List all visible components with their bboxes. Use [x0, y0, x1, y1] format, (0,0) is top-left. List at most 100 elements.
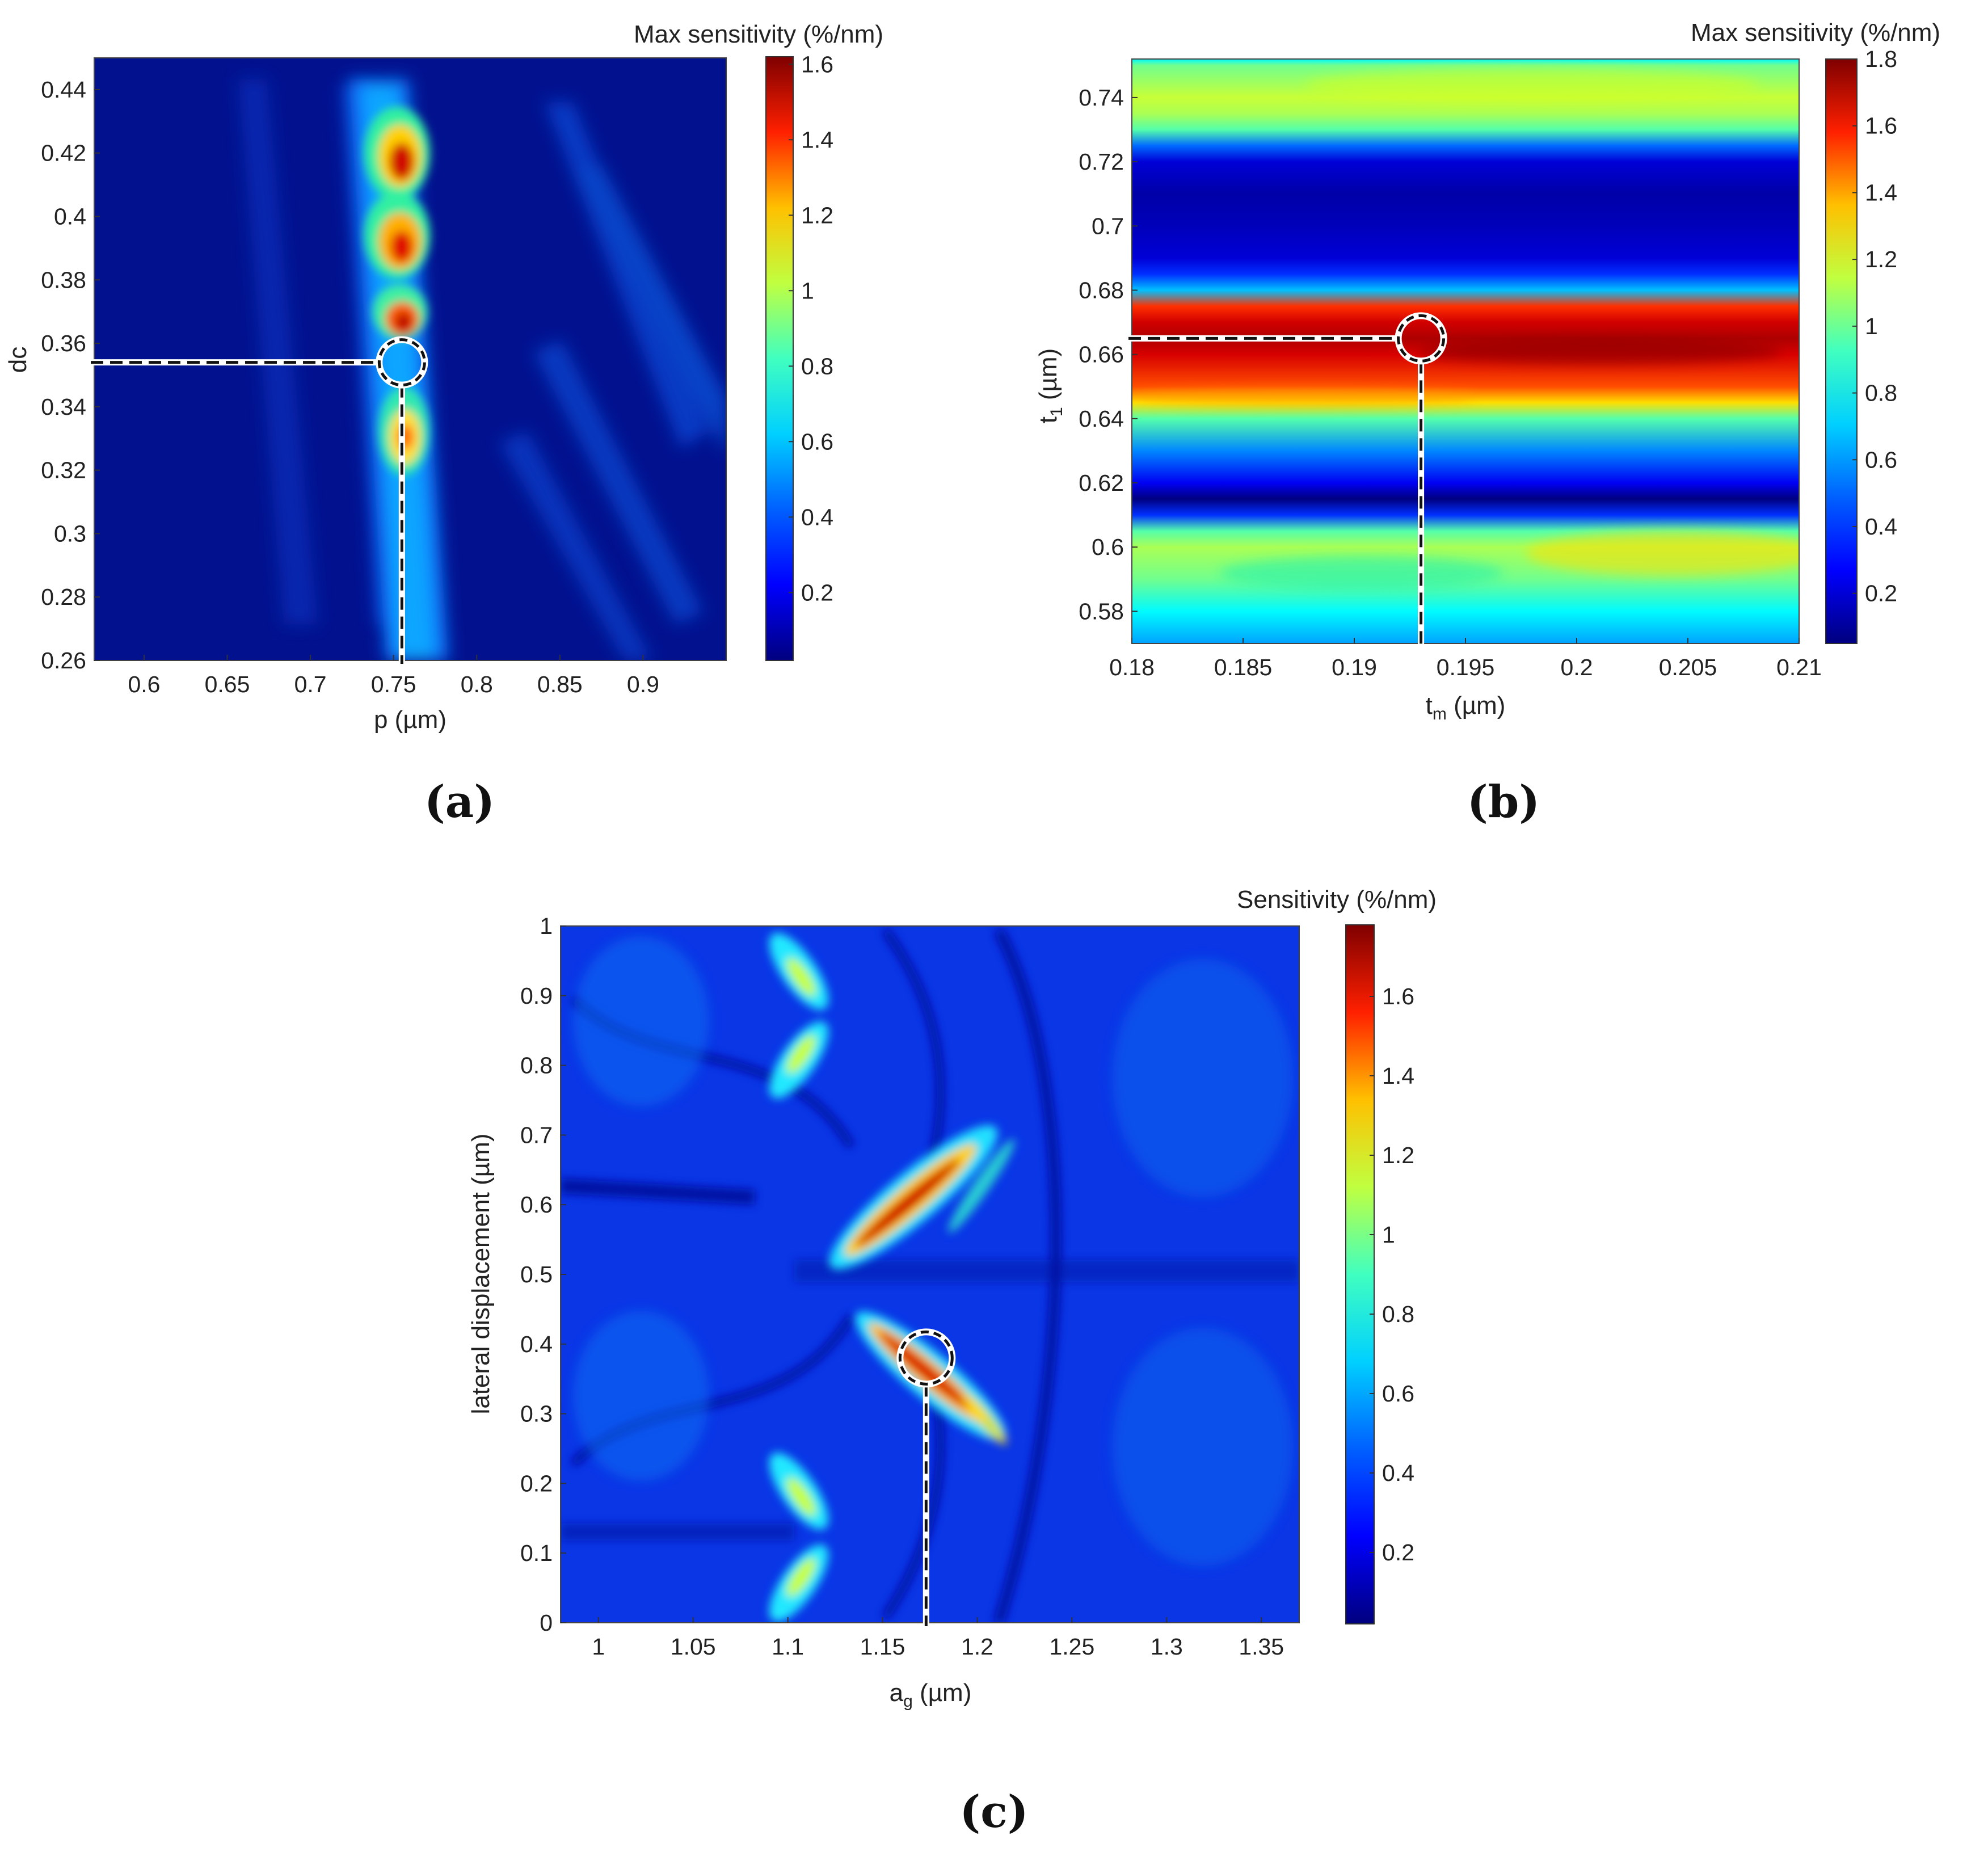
- panel-a: 0.6 0.65 0.7 0.75 0.8 0.85 0.9 0.26 0.28 0.3 0.32…: [4, 20, 883, 734]
- y-axis-label-b: t1 (µm): [1034, 348, 1066, 423]
- x-tick-label: 0.7: [294, 671, 327, 697]
- y-tick-label: 0: [540, 1610, 553, 1636]
- colorbar-tick-label: 0.8: [1865, 380, 1897, 406]
- x-axis-label-b: tm (µm): [1426, 692, 1506, 723]
- y-tick-label: 0.34: [41, 394, 86, 420]
- y-tick-label: 0.36: [41, 330, 86, 356]
- optimum-circle: [898, 1330, 954, 1386]
- x-tick-label: 1.15: [860, 1634, 905, 1660]
- colorbar-tick-label: 0.2: [801, 579, 833, 605]
- colorbar-label-a: Max sensitivity (%/nm): [634, 20, 883, 48]
- y-ticks-a: 0.26 0.28 0.3 0.32 0.34 0.36 0.38 0.4 0.42 0.44: [41, 77, 100, 674]
- x-tick-label: 1.05: [671, 1634, 716, 1660]
- y-tick-label: 0.4: [54, 203, 86, 229]
- x-tick-label: 0.8: [461, 671, 493, 697]
- heatmap-b-variation: [1135, 68, 1799, 590]
- y-tick-label: 0.4: [520, 1331, 553, 1357]
- x-tick-label: 0.85: [537, 671, 583, 697]
- y-tick-label: 0.1: [520, 1540, 553, 1566]
- colorbar-label-b: Max sensitivity (%/nm): [1691, 19, 1940, 47]
- heatmap-a: [94, 58, 726, 660]
- colorbar-tick-label: 0.4: [1865, 513, 1897, 540]
- colorbar-c: [1345, 924, 1375, 1624]
- colorbar-tick-label: 1.2: [1865, 246, 1897, 272]
- x-ticks-b: 0.18 0.185 0.19 0.195 0.2 0.205 0.21: [1109, 638, 1822, 680]
- y-tick-label: 0.9: [520, 983, 553, 1009]
- colorbar-tick-label: 1.4: [1865, 179, 1897, 205]
- y-tick-label: 0.44: [41, 77, 86, 103]
- colorbar-b: [1825, 58, 1858, 644]
- y-tick-label: 0.32: [41, 457, 86, 483]
- colorbar-tick-label: 0.6: [1865, 447, 1897, 473]
- colorbar-tick-label: 0.6: [801, 428, 833, 454]
- y-tick-label: 0.26: [41, 647, 86, 674]
- x-tick-label: 0.19: [1332, 654, 1377, 680]
- colorbar-tick-label: 1.8: [1865, 46, 1897, 72]
- y-tick-label: 0.7: [520, 1122, 553, 1148]
- x-ticks-c: 1 1.05 1.1 1.15 1.2 1.25 1.3 1.35: [592, 1617, 1284, 1660]
- colorbar-tick-label: 0.6: [1382, 1380, 1414, 1407]
- y-tick-label: 0.2: [520, 1470, 553, 1496]
- colorbar-a: [765, 56, 794, 661]
- x-tick-label: 0.185: [1214, 654, 1273, 680]
- heatmap-c-right-region: [573, 936, 1294, 1566]
- heatmap-c-side-lobes: [769, 933, 829, 1622]
- colorbar-tick-label: 0.4: [1382, 1460, 1414, 1486]
- panel-b: 0.18 0.185 0.19 0.195 0.2 0.205 0.21 0.580.60.…: [1034, 19, 1940, 723]
- x-axis-label-a: p (µm): [374, 706, 447, 734]
- y-axis-label-c: lateral displacement (µm): [467, 1134, 495, 1415]
- colorbar-tick-label: 1.4: [801, 127, 833, 153]
- y-tick-label: 0.5: [520, 1261, 553, 1287]
- colorbar-tick-label: 1.2: [1382, 1142, 1414, 1168]
- x-ticks-a: 0.6 0.65 0.7 0.75 0.8 0.85 0.9: [128, 655, 659, 697]
- x-tick-label: 1: [592, 1634, 605, 1660]
- y-tick-label: 1: [540, 913, 553, 939]
- optimum-circle: [1397, 314, 1446, 363]
- y-tick-label: 0.62: [1079, 470, 1124, 496]
- colorbar-ticks-a: 0.2 0.4 0.6 0.8 1 1.2 1.4 1.6: [789, 51, 833, 605]
- y-tick-label: 0.74: [1079, 85, 1124, 111]
- x-tick-label: 1.1: [772, 1634, 804, 1660]
- optimum-marker-b: [1128, 312, 1447, 647]
- colorbar-tick-label: 1: [1382, 1222, 1395, 1248]
- colorbar-tick-label: 1.6: [1865, 113, 1897, 139]
- optimum-marker-a: [91, 336, 428, 664]
- optimum-marker-c: [896, 1328, 956, 1626]
- colorbar-ticks-b: 0.2 0.4 0.6 0.8 1 1.2 1.4 1.6 1.8: [1852, 46, 1897, 607]
- y-tick-label: 0.58: [1079, 598, 1124, 624]
- y-tick-label: 0.68: [1079, 277, 1124, 303]
- colorbar-tick-label: 1: [801, 277, 814, 304]
- colorbar-tick-label: 0.8: [801, 353, 833, 379]
- y-tick-label: 0.38: [41, 267, 86, 293]
- x-tick-label: 0.65: [205, 671, 250, 697]
- y-tick-label: 0.28: [41, 584, 86, 610]
- y-tick-label: 0.42: [41, 140, 86, 166]
- x-tick-label: 1.25: [1049, 1634, 1094, 1660]
- x-tick-label: 0.205: [1659, 654, 1717, 680]
- heatmap-c-dark-fringes: [561, 928, 1299, 1623]
- colorbar-tick-label: 1.6: [1382, 983, 1414, 1009]
- colorbar-tick-label: 1.6: [801, 51, 833, 77]
- heatmap-c: [561, 926, 1299, 1623]
- x-tick-label: 0.9: [627, 671, 659, 697]
- x-axis-label-c: ag (µm): [890, 1679, 972, 1711]
- x-tick-label: 0.6: [128, 671, 160, 697]
- y-tick-label: 0.64: [1079, 406, 1124, 432]
- x-tick-label: 0.18: [1109, 654, 1155, 680]
- colorbar-tick-label: 0.4: [801, 504, 833, 530]
- colorbar-tick-label: 1.2: [801, 202, 833, 228]
- y-tick-label: 0.8: [520, 1053, 553, 1079]
- x-tick-label: 0.2: [1561, 654, 1593, 680]
- y-tick-label: 0.3: [54, 520, 86, 546]
- colorbar-tick-label: 1.4: [1382, 1063, 1414, 1089]
- y-tick-label: 0.3: [520, 1401, 553, 1427]
- panel-label-b: (b): [1467, 776, 1540, 828]
- x-tick-label: 1.2: [961, 1634, 993, 1660]
- panel-label-a: (a): [424, 776, 495, 828]
- x-tick-label: 1.35: [1239, 1634, 1284, 1660]
- y-tick-label: 0.6: [520, 1192, 553, 1218]
- y-tick-label: 0.72: [1079, 149, 1124, 175]
- colorbar-ticks-c: 0.2 0.4 0.6 0.8 1 1.2 1.4 1.6: [1370, 983, 1414, 1565]
- panel-c: 1 1.05 1.1 1.15 1.2 1.25 1.3 1.35 0 0.1 0.2 0.3 0.4…: [467, 886, 1437, 1711]
